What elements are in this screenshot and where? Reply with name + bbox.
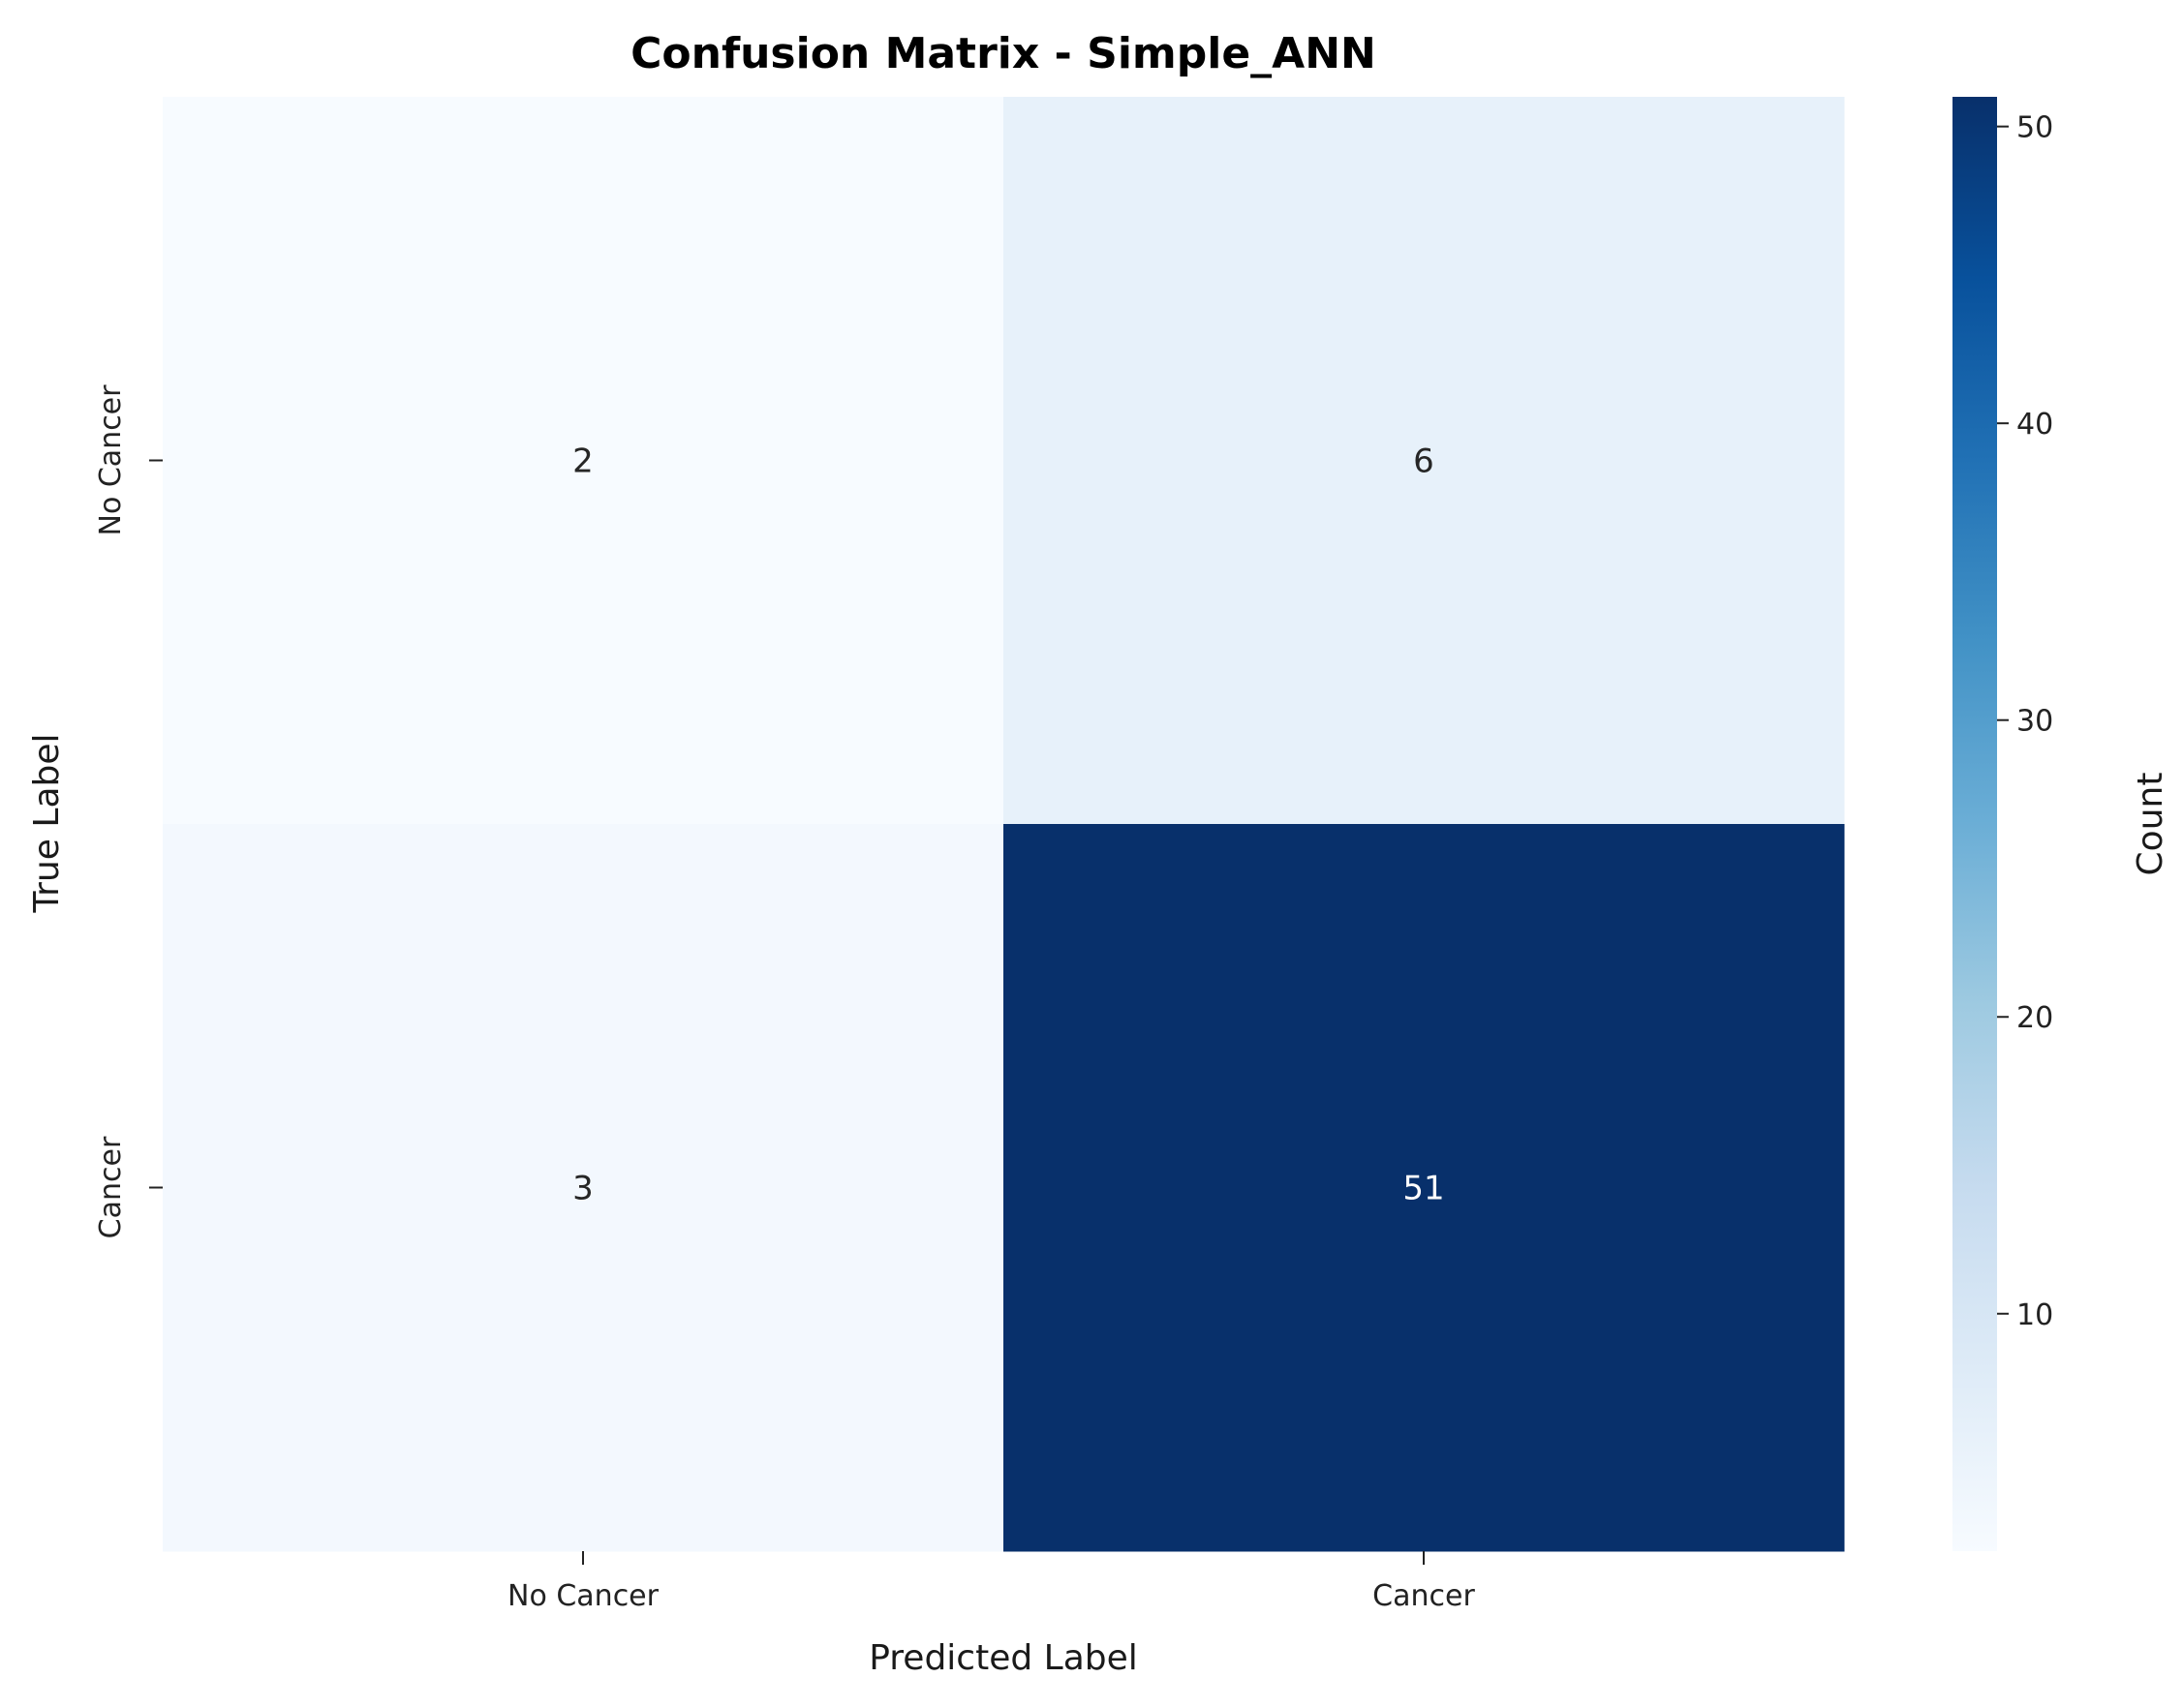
y-tick-label: Cancer xyxy=(94,1136,128,1238)
colorbar-label: Count xyxy=(2131,773,2170,876)
heatmap-cell-no-cancer-cancer xyxy=(1003,97,1845,825)
x-axis-label: Predicted Label xyxy=(869,1638,1138,1678)
x-axis-ticks: No Cancer Cancer xyxy=(507,1551,1475,1613)
colorbar-tick-label: 30 xyxy=(2016,705,2053,739)
colorbar-ticks: 10 20 30 40 50 xyxy=(1997,111,2053,1332)
heatmap-cell-no-cancer-no-cancer xyxy=(163,97,1004,825)
chart-title: Confusion Matrix - Simple_ANN xyxy=(630,29,1376,78)
colorbar-tick-label: 50 xyxy=(2016,111,2053,145)
colorbar-tick-label: 10 xyxy=(2016,1298,2053,1332)
cell-value-label: 2 xyxy=(572,442,594,481)
heatmap-cells xyxy=(163,97,1845,1552)
x-tick-label: Cancer xyxy=(1372,1579,1475,1613)
colorbar xyxy=(1952,97,1997,1551)
y-axis-ticks: No Cancer Cancer xyxy=(94,384,163,1238)
heatmap-cell-cancer-no-cancer xyxy=(163,824,1004,1552)
cell-value-label: 51 xyxy=(1402,1170,1444,1208)
heatmap-cell-labels: 2 6 3 51 xyxy=(572,442,1444,1208)
x-tick-label: No Cancer xyxy=(507,1579,660,1613)
cell-value-label: 3 xyxy=(572,1170,594,1208)
y-axis-label: True Label xyxy=(27,733,67,913)
heatmap-cell-cancer-cancer xyxy=(1003,824,1845,1552)
cell-value-label: 6 xyxy=(1413,442,1434,481)
y-tick-label: No Cancer xyxy=(94,384,128,536)
colorbar-tick-label: 40 xyxy=(2016,408,2053,442)
colorbar-tick-label: 20 xyxy=(2016,1001,2053,1035)
